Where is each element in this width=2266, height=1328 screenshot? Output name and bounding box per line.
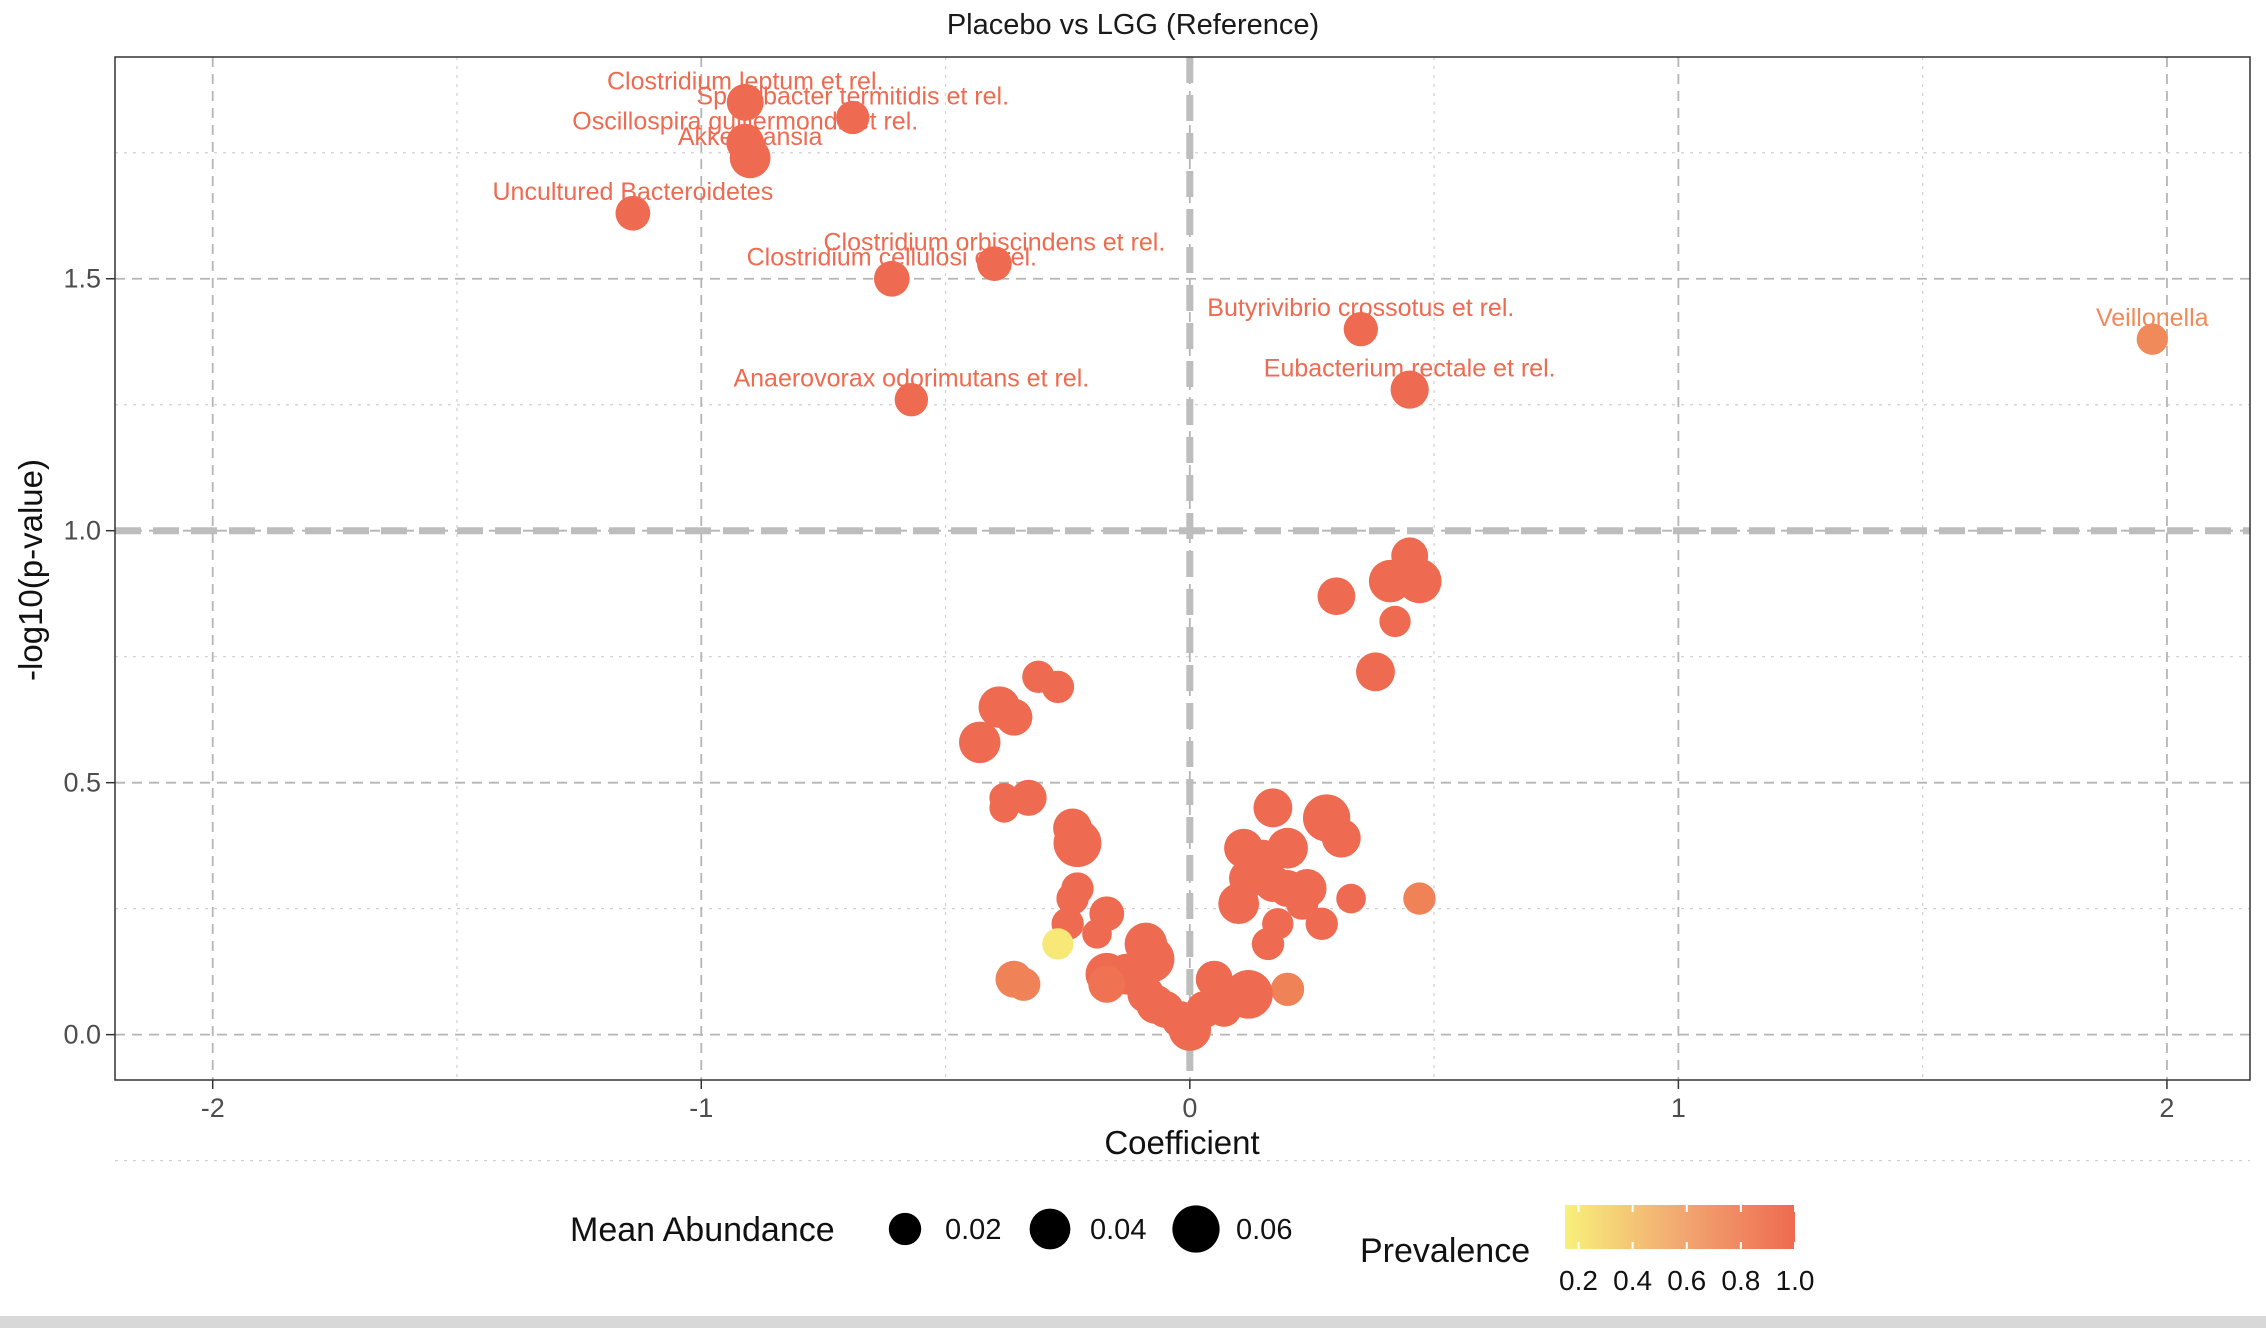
colorbar-tick-label: 1.0 bbox=[1776, 1265, 1815, 1296]
data-point bbox=[1317, 577, 1356, 616]
x-axis-label: Coefficient bbox=[1104, 1124, 1259, 1161]
data-point bbox=[894, 383, 929, 417]
data-point bbox=[1321, 818, 1361, 858]
data-point bbox=[726, 83, 764, 121]
x-tick-label: 2 bbox=[2159, 1093, 2174, 1123]
size-legend-label: 0.02 bbox=[945, 1214, 1001, 1246]
prevalence-colorbar bbox=[1565, 1205, 1795, 1249]
data-point bbox=[615, 195, 651, 231]
x-tick-label: -2 bbox=[201, 1093, 225, 1123]
color-legend-title: Prevalence bbox=[1360, 1232, 1530, 1270]
size-legend-keys: 0.02 0.04 0.06 bbox=[888, 1205, 1292, 1253]
size-legend-label: 0.04 bbox=[1090, 1214, 1146, 1246]
data-point bbox=[1056, 882, 1089, 915]
data-point bbox=[1336, 883, 1366, 914]
data-point bbox=[2136, 323, 2168, 355]
x-tick-label: 0 bbox=[1182, 1093, 1197, 1123]
y-axis-label: -log10(p-value) bbox=[12, 459, 49, 681]
size-legend-label: 0.06 bbox=[1236, 1214, 1292, 1246]
y-tick-label: 0.5 bbox=[63, 768, 101, 798]
data-point bbox=[1286, 887, 1319, 920]
window-bottom-strip bbox=[0, 1316, 2266, 1328]
colorbar-tick-label: 0.8 bbox=[1721, 1265, 1760, 1296]
point-label: Anaerovorax odorimutans et rel. bbox=[733, 365, 1089, 393]
data-point bbox=[1390, 370, 1429, 409]
data-point bbox=[1397, 558, 1442, 604]
size-legend-dot bbox=[888, 1212, 922, 1246]
data-point bbox=[1041, 670, 1075, 704]
data-point bbox=[1053, 819, 1102, 868]
point-label: Uncultured Bacteroidetes bbox=[493, 178, 774, 206]
threshold-lines bbox=[115, 57, 2250, 1080]
data-point bbox=[836, 100, 870, 135]
colorbar-tick-label: 0.2 bbox=[1559, 1265, 1598, 1296]
colorbar-tick-label: 0.6 bbox=[1667, 1265, 1706, 1296]
colorbar-tick-label: 0.4 bbox=[1613, 1265, 1652, 1296]
data-point bbox=[1088, 965, 1126, 1003]
size-legend-dot bbox=[1029, 1208, 1071, 1250]
y-tick-label: 1.5 bbox=[63, 264, 101, 294]
data-point bbox=[1253, 788, 1293, 828]
chart-title: Placebo vs LGG (Reference) bbox=[947, 9, 1319, 41]
point-label: Eubacterium rectale et rel. bbox=[1264, 355, 1556, 383]
point-label: Oscillospira guillermondii et rel. bbox=[572, 108, 918, 136]
point-label: Clostridium cellulosi et rel. bbox=[747, 244, 1037, 272]
data-points bbox=[615, 83, 2168, 1051]
data-point bbox=[977, 246, 1012, 281]
data-point bbox=[1195, 960, 1233, 998]
data-point bbox=[1403, 882, 1436, 915]
data-point bbox=[958, 721, 1001, 764]
data-point bbox=[1379, 605, 1411, 638]
x-tick-label: -1 bbox=[689, 1093, 713, 1123]
data-point bbox=[873, 260, 910, 297]
data-point bbox=[995, 698, 1033, 736]
data-point bbox=[729, 137, 771, 179]
point-label: Clostridium leptum et rel. bbox=[607, 67, 883, 95]
data-point bbox=[1218, 883, 1260, 925]
point-label: Clostridium orbiscindens et rel. bbox=[824, 229, 1166, 257]
data-point bbox=[1251, 927, 1285, 961]
data-point bbox=[1082, 919, 1112, 949]
data-point bbox=[1168, 1008, 1212, 1051]
point-label: Veillonella bbox=[2096, 304, 2209, 332]
panel-border bbox=[114, 56, 2251, 1081]
size-legend-title: Mean Abundance bbox=[570, 1211, 835, 1249]
axes: -2 -1 0 1 2 0.0 0.5 1.0 1.5 bbox=[63, 264, 2174, 1123]
point-labels: Clostridium leptum et rel.Sporobacter te… bbox=[493, 67, 2209, 392]
point-label: Sporobacter termitidis et rel. bbox=[696, 82, 1009, 110]
colorbar-ticks: 0.2 0.4 0.6 0.8 1.0 bbox=[1559, 1205, 1814, 1296]
legend: Mean Abundance 0.02 0.04 0.06 Prevalence 0… bbox=[570, 1205, 1814, 1296]
y-tick-label: 1.0 bbox=[63, 516, 101, 546]
point-label: Akkermansia bbox=[678, 123, 823, 151]
data-point bbox=[1356, 652, 1395, 692]
y-tick-label: 0.0 bbox=[63, 1020, 101, 1050]
data-point bbox=[1343, 311, 1378, 347]
data-point bbox=[989, 793, 1019, 823]
data-point bbox=[1007, 967, 1041, 1001]
data-point bbox=[1270, 972, 1305, 1006]
data-point bbox=[1042, 928, 1074, 960]
data-point bbox=[1010, 779, 1047, 816]
point-label: Butyrivibrio crossotus et rel. bbox=[1207, 294, 1514, 322]
x-tick-label: 1 bbox=[1671, 1093, 1686, 1123]
size-legend-dot bbox=[1172, 1205, 1220, 1253]
data-point bbox=[1305, 907, 1338, 940]
